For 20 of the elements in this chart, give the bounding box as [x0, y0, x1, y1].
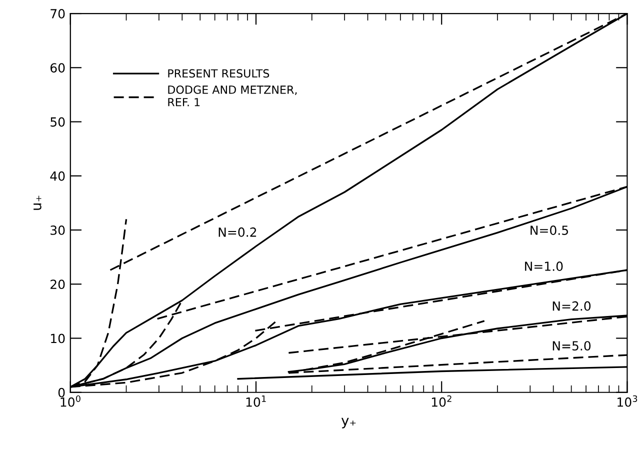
y-tick-label: 20 — [50, 280, 65, 290]
y-tick-label: 40 — [50, 171, 65, 181]
x-tick-label: 10$^{1}$ — [246, 395, 266, 407]
annotation: N=0.5 — [530, 226, 568, 235]
annotation: N=2.0 — [552, 301, 591, 311]
x-tick-label: 10$^{2}$ — [432, 395, 452, 407]
y-axis-title: u₊ — [33, 196, 42, 210]
annotation: N=5.0 — [552, 341, 591, 351]
annotation: N=1.0 — [525, 262, 563, 271]
x-axis-title: y₊ — [341, 418, 356, 428]
y-tick-label: 30 — [50, 225, 65, 235]
y-tick-label: 70 — [50, 9, 65, 18]
legend-label: PRESENT RESULTS — [168, 69, 270, 78]
y-tick-label: 50 — [50, 117, 65, 127]
annotation: N=0.2 — [218, 227, 256, 237]
y-tick-label: 0 — [58, 388, 65, 398]
x-tick-label: 10$^{3}$ — [618, 395, 638, 407]
legend-label: DODGE AND METZNER, REF. 1 — [168, 85, 297, 106]
y-tick-label: 60 — [50, 63, 65, 73]
y-tick-label: 10 — [51, 334, 65, 344]
